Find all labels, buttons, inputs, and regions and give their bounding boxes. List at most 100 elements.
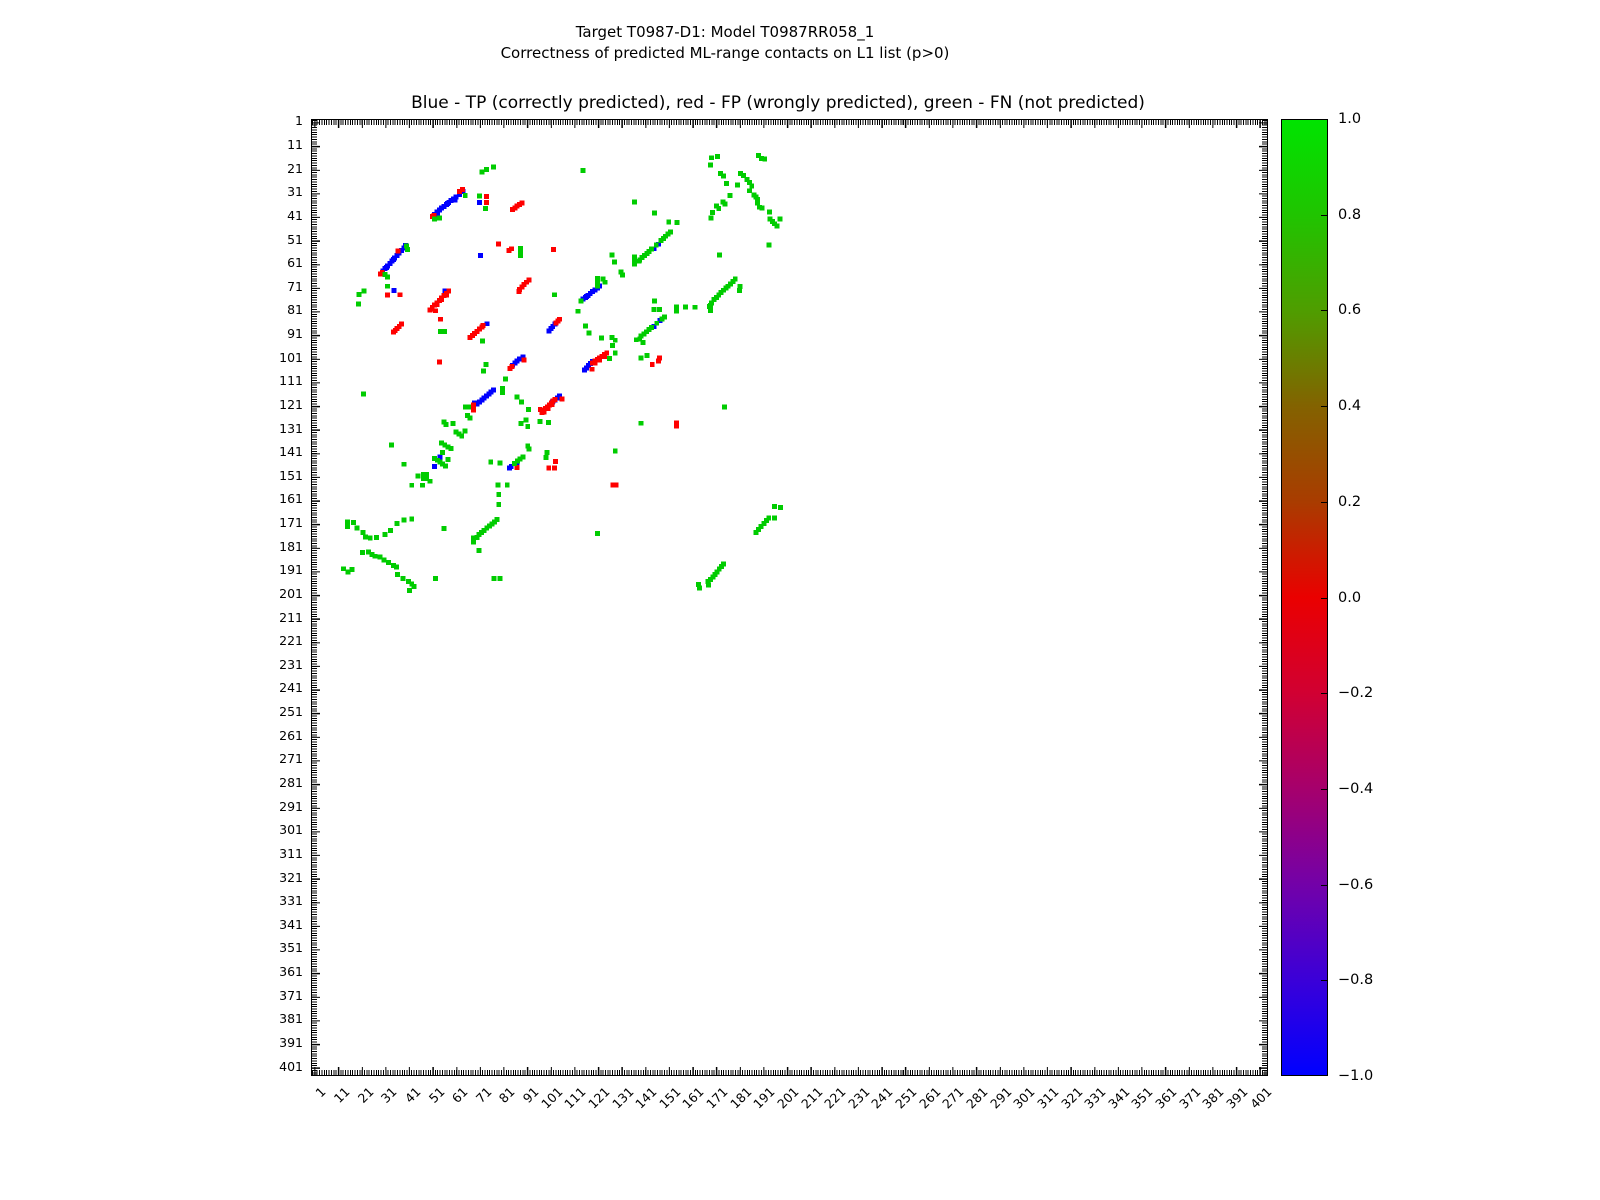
x-tick-label: 281: [963, 1084, 991, 1112]
contact-point-fn: [499, 389, 505, 395]
contact-point-fn: [612, 448, 618, 454]
contact-point-tp: [391, 288, 397, 294]
contact-point-fn: [643, 329, 649, 335]
contact-point-fn: [424, 471, 430, 477]
y-tick-label: 121: [279, 396, 303, 412]
y-tick-label: 61: [287, 255, 303, 271]
contact-point-tp: [390, 257, 396, 263]
contact-point-fn: [462, 404, 468, 410]
colorbar-tick-mark: [1321, 406, 1327, 408]
colorbar-tick-label: −1.0: [1338, 1068, 1374, 1084]
contact-point-fn: [709, 300, 715, 306]
contact-point-fn: [386, 560, 392, 566]
contact-point-fn: [391, 562, 397, 568]
x-tick-label: 161: [679, 1084, 708, 1112]
y-tick-label: 251: [279, 704, 303, 720]
colorbar: [1281, 119, 1328, 1076]
contact-point-tp: [452, 197, 458, 203]
x-tick-label: 51: [425, 1084, 448, 1106]
colorbar-tick-label: 0.6: [1338, 302, 1362, 319]
colorbar-tick-mark: [1321, 980, 1327, 982]
contact-point-fp: [509, 364, 515, 370]
contact-point-fp: [553, 458, 559, 464]
y-tick-label: 1: [295, 113, 303, 129]
contact-point-fn: [583, 323, 589, 329]
figure-title-line1: Target T0987-D1: Model T0987RR058_1: [575, 23, 875, 41]
contact-point-fp: [559, 396, 565, 402]
contact-point-fn: [746, 188, 752, 194]
colorbar-tick-mark: [1321, 884, 1327, 886]
contact-point-fn: [438, 329, 443, 334]
contact-point-fp: [656, 358, 662, 364]
y-tick-label: 201: [279, 585, 303, 601]
contact-point-fn: [537, 419, 543, 425]
colorbar-tick-label: 0.4: [1338, 398, 1362, 415]
contact-point-fn: [361, 288, 367, 294]
colorbar-tick-label: −0.8: [1338, 972, 1374, 989]
contact-point-fn: [543, 455, 549, 461]
contact-point-fn: [640, 339, 646, 345]
contact-point-fn: [724, 181, 730, 187]
contact-point-fn: [366, 549, 372, 555]
contact-point-tp: [476, 200, 482, 206]
x-tick-label: 101: [537, 1084, 566, 1112]
contact-point-fn: [488, 459, 494, 465]
contact-point-fn: [609, 252, 615, 258]
contact-point-fn: [514, 394, 520, 400]
contact-point-fn: [711, 297, 717, 303]
contact-point-fn: [659, 316, 665, 322]
contact-point-fn: [716, 566, 722, 572]
contact-point-fn: [638, 333, 644, 339]
contact-point-fn: [345, 569, 351, 575]
colorbar-tick-mark: [1321, 310, 1327, 312]
contact-point-fn: [575, 308, 581, 314]
x-tick-label: 121: [585, 1084, 613, 1112]
contact-point-fn: [420, 482, 426, 488]
contact-point-tp: [584, 293, 590, 299]
x-tick-label: 391: [1223, 1084, 1251, 1112]
x-tick-label: 381: [1199, 1084, 1227, 1112]
contact-point-fp: [431, 212, 437, 218]
contact-point-fn: [459, 433, 465, 439]
contact-point-fn: [633, 337, 639, 343]
contact-point-fn: [774, 223, 780, 229]
contact-point-fn: [345, 519, 351, 525]
contact-point-fn: [612, 259, 618, 265]
contact-point-fn: [462, 428, 468, 434]
contact-point-fn: [341, 566, 347, 572]
x-tick-label: 141: [632, 1084, 660, 1112]
colorbar-tick-mark: [1321, 214, 1327, 216]
contact-point-fn: [607, 356, 613, 362]
contact-point-fn: [674, 219, 680, 225]
contact-point-fn: [525, 424, 531, 430]
contact-point-fn: [762, 156, 768, 162]
x-axis-major-ticks-bottom: [312, 1067, 1267, 1075]
contact-point-tp: [383, 264, 389, 270]
contact-point-fn: [763, 517, 769, 523]
contact-point-fn: [662, 314, 668, 320]
contact-point-fn: [708, 303, 713, 309]
contact-point-fn: [738, 171, 744, 177]
contact-point-fn: [389, 442, 395, 448]
contact-point-fn: [439, 440, 445, 446]
contact-point-fn: [631, 199, 637, 205]
contact-point-fn: [526, 446, 532, 452]
y-tick-label: 71: [287, 278, 303, 294]
x-tick-label: 1: [312, 1084, 329, 1101]
contact-point-fn: [651, 306, 657, 312]
contact-point-fn: [518, 246, 524, 251]
contact-point-fn: [716, 206, 722, 212]
contact-point-fn: [441, 525, 447, 531]
contact-point-fn: [518, 399, 524, 405]
contact-point-fn: [400, 575, 406, 581]
contact-point-fn: [373, 535, 379, 541]
contact-point-fn: [708, 162, 713, 168]
contact-point-fp: [552, 396, 558, 402]
contact-point-tp: [517, 356, 522, 362]
contact-point-fn: [712, 571, 718, 577]
contact-point-fn: [411, 583, 417, 589]
contact-point-fn: [354, 525, 360, 531]
contact-point-fn: [646, 327, 652, 333]
colorbar-tick-label: 1.0: [1338, 111, 1362, 127]
contact-map-plot-area: [311, 119, 1268, 1076]
